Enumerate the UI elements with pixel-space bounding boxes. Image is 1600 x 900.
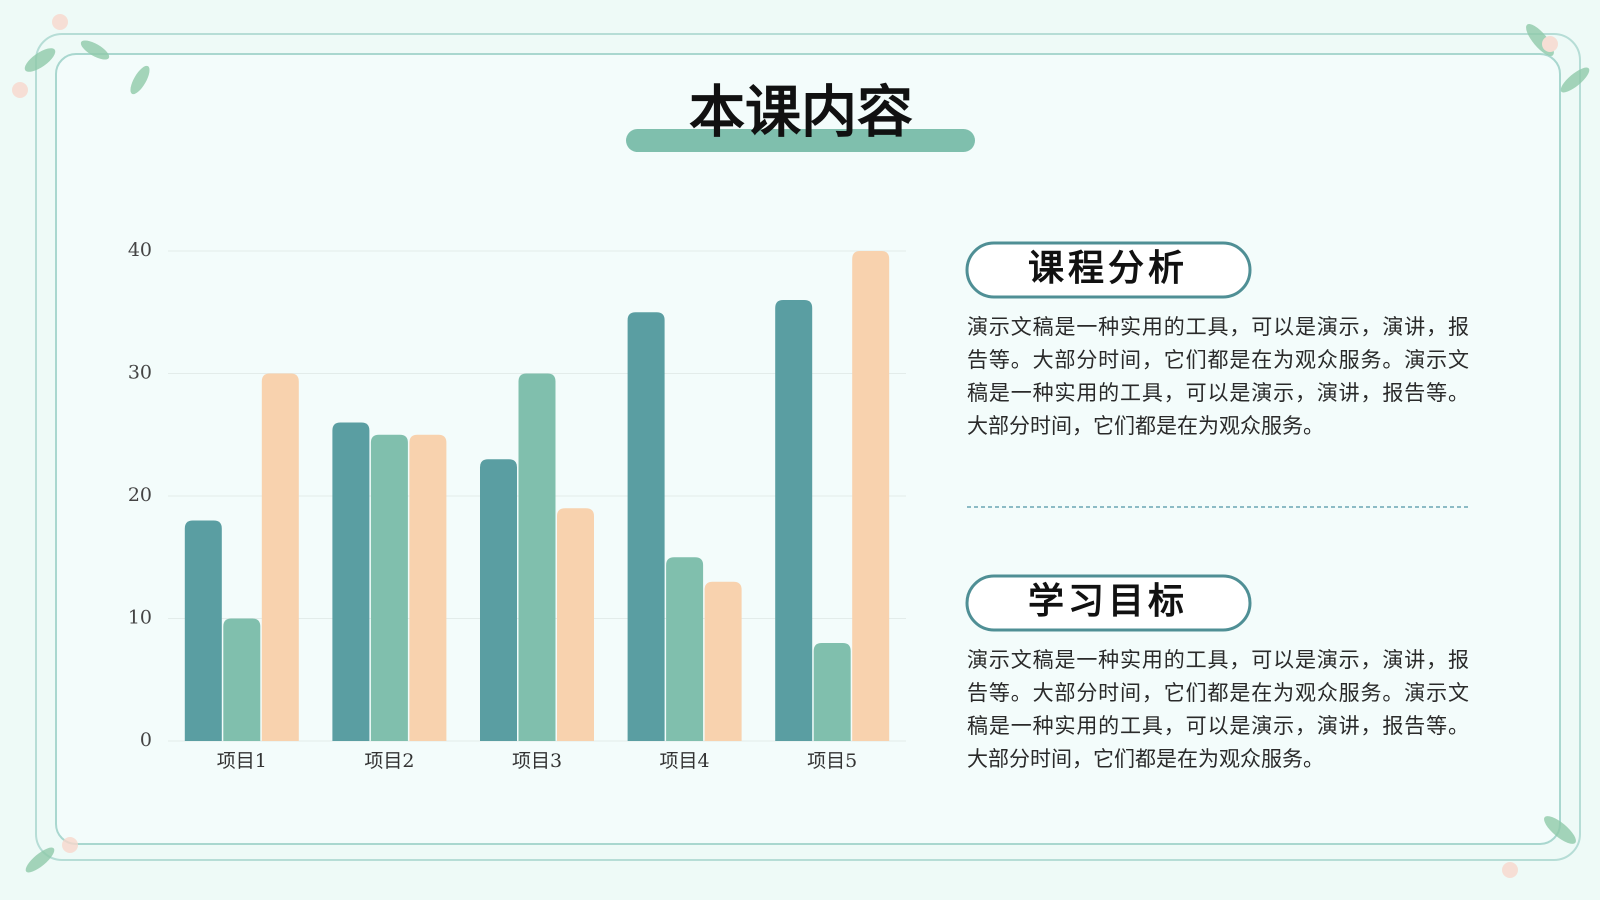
- x-tick-label: 项目4: [660, 750, 710, 772]
- x-tick-label: 项目2: [364, 750, 414, 772]
- bar: [627, 312, 665, 741]
- bar: [480, 459, 517, 741]
- bar: [223, 618, 261, 741]
- bar: [370, 434, 408, 741]
- bar: [332, 422, 370, 741]
- x-tick-label: 项目1: [217, 750, 267, 772]
- y-tick-label: 40: [128, 239, 152, 261]
- x-tick-label: 项目5: [807, 750, 857, 772]
- bar: [813, 643, 851, 741]
- y-tick-label: 10: [128, 607, 152, 629]
- section-heading: 课程分析: [1028, 247, 1188, 289]
- bar: [409, 434, 447, 741]
- bar: [184, 520, 222, 741]
- section-pill: [965, 241, 1252, 299]
- section-heading: 学习目标: [1028, 580, 1188, 622]
- y-tick-label: 0: [140, 729, 152, 751]
- bar: [704, 581, 742, 741]
- section-text: 演示文稿是一种实用的工具，可以是演示，演讲，报告等。大部分时间，它们都是在为观众…: [967, 315, 1469, 438]
- bar: [557, 508, 594, 741]
- title-bar: [626, 129, 975, 152]
- bar: [261, 373, 299, 741]
- section-text: 演示文稿是一种实用的工具，可以是演示，演讲，报告等。大部分时间，它们都是在为观众…: [967, 648, 1469, 771]
- section-pill: [965, 574, 1252, 632]
- frame-outer: [35, 33, 1581, 861]
- y-tick-label: 20: [128, 484, 152, 506]
- decoration: [12, 14, 1590, 878]
- bar: [852, 251, 890, 741]
- bar: [775, 300, 813, 741]
- x-tick-label: 项目3: [512, 750, 562, 772]
- y-tick-label: 30: [128, 362, 152, 384]
- bar: [666, 557, 704, 741]
- bar: [518, 373, 556, 741]
- slide-title: 本课内容: [689, 80, 913, 146]
